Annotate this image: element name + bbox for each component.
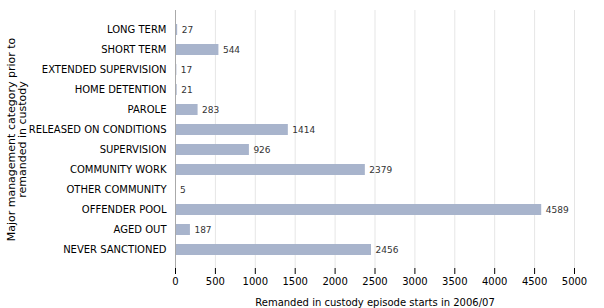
svg-text:187: 187 (194, 225, 211, 235)
svg-text:1414: 1414 (292, 125, 315, 135)
svg-text:1500: 1500 (282, 276, 307, 287)
svg-text:21: 21 (181, 85, 192, 95)
svg-text:Remanded in custody episode st: Remanded in custody episode starts in 20… (255, 297, 495, 308)
svg-text:COMMUNITY WORK: COMMUNITY WORK (70, 164, 167, 175)
svg-text:PAROLE: PAROLE (128, 104, 167, 115)
svg-text:17: 17 (181, 65, 192, 75)
svg-text:0: 0 (172, 276, 178, 287)
svg-text:27: 27 (182, 25, 193, 35)
svg-text:4589: 4589 (546, 205, 569, 215)
svg-text:OTHER COMMUNITY: OTHER COMMUNITY (66, 184, 167, 195)
svg-text:500: 500 (206, 276, 225, 287)
svg-text:2500: 2500 (362, 276, 387, 287)
svg-text:Major management category prio: Major management category prior toremand… (5, 37, 29, 241)
svg-text:NEVER SANCTIONED: NEVER SANCTIONED (63, 244, 167, 255)
svg-text:2379: 2379 (369, 165, 392, 175)
svg-text:544: 544 (223, 45, 240, 55)
svg-text:3500: 3500 (442, 276, 467, 287)
svg-text:4500: 4500 (522, 276, 547, 287)
svg-text:3000: 3000 (402, 276, 427, 287)
svg-text:LONG TERM: LONG TERM (107, 24, 167, 35)
svg-text:SUPERVISION: SUPERVISION (100, 144, 167, 155)
svg-text:4000: 4000 (482, 276, 507, 287)
svg-text:283: 283 (202, 105, 219, 115)
svg-text:HOME DETENTION: HOME DETENTION (75, 84, 167, 95)
svg-text:SHORT TERM: SHORT TERM (101, 44, 166, 55)
svg-text:2000: 2000 (322, 276, 347, 287)
svg-text:AGED OUT: AGED OUT (114, 224, 168, 235)
svg-text:OFFENDER POOL: OFFENDER POOL (82, 204, 167, 215)
svg-text:5000: 5000 (562, 276, 587, 287)
svg-text:926: 926 (253, 145, 270, 155)
svg-text:EXTENDED SUPERVISION: EXTENDED SUPERVISION (42, 64, 167, 75)
svg-text:1000: 1000 (243, 276, 268, 287)
svg-text:5: 5 (180, 185, 186, 195)
svg-text:2456: 2456 (375, 245, 398, 255)
svg-text:RELEASED ON CONDITIONS: RELEASED ON CONDITIONS (29, 124, 167, 135)
